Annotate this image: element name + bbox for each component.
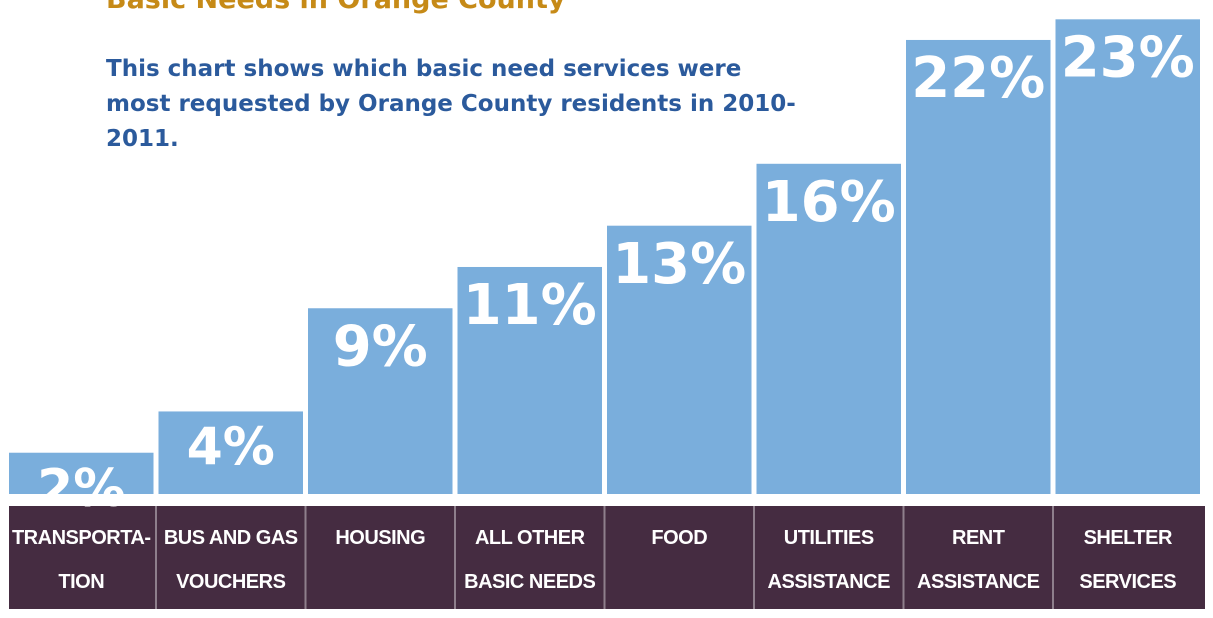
chart-subtitle: This chart shows which basic need servic…	[106, 56, 796, 152]
bar-5	[756, 163, 901, 494]
bar-value-label: 16%	[762, 170, 896, 235]
category-label: ASSISTANCE	[768, 571, 891, 593]
category-label: BUS AND GAS	[164, 527, 298, 549]
category-label: SHELTER	[1084, 527, 1173, 549]
category-label: ASSISTANCE	[917, 571, 1040, 593]
bar-value-label: 11%	[463, 273, 597, 338]
category-label: TRANSPORTA-	[12, 527, 151, 549]
bar-4	[607, 225, 752, 494]
category-label: BASIC NEEDS	[464, 571, 595, 593]
category-label: FOOD	[651, 527, 707, 549]
bar-1	[158, 411, 303, 494]
bar-value-label: 2%	[37, 459, 125, 519]
bar-0	[9, 452, 154, 494]
category-label: TION	[58, 571, 104, 593]
bar-2	[308, 308, 453, 494]
chart-title: Basic Needs in Orange County	[106, 0, 566, 13]
bar-value-label: 4%	[187, 417, 275, 477]
bar-value-label: 22%	[911, 46, 1045, 111]
bar-value-label: 13%	[612, 232, 746, 297]
category-label: VOUCHERS	[176, 571, 286, 593]
category-label: ALL OTHER	[475, 527, 586, 549]
bar-7	[1055, 19, 1200, 494]
category-label: SERVICES	[1079, 571, 1176, 593]
category-label: HOUSING	[335, 527, 425, 549]
category-label-band	[9, 506, 1205, 609]
bar-3	[457, 266, 602, 494]
bar-6	[906, 39, 1051, 494]
bar-value-label: 23%	[1061, 25, 1195, 90]
category-label: RENT	[952, 527, 1005, 549]
bar-value-label: 9%	[333, 314, 428, 379]
category-label: UTILITIES	[784, 527, 874, 549]
